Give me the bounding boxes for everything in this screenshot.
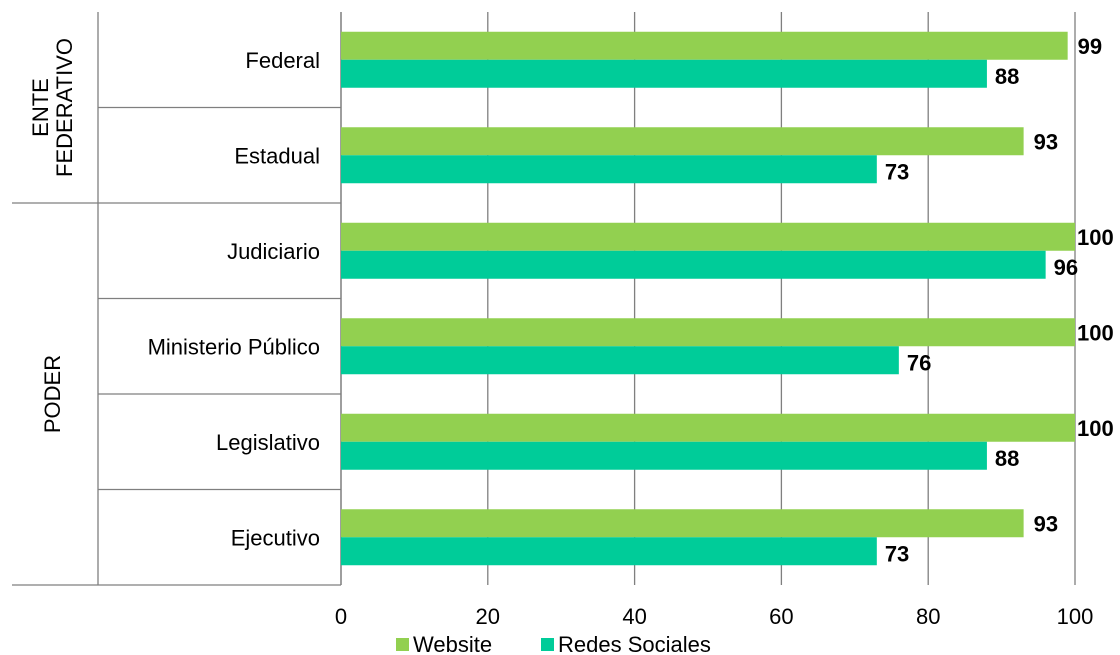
tick-label-20: 20 — [476, 604, 500, 629]
bar-redes-sociales-3 — [341, 346, 899, 375]
category-label-0: Federal — [245, 48, 320, 73]
bar-website-5 — [341, 509, 1024, 538]
data-label-redes-sociales-0: 88 — [995, 64, 1019, 89]
bar-website-1 — [341, 127, 1024, 156]
data-label-website-3: 100 — [1077, 320, 1114, 345]
data-label-website-4: 100 — [1077, 416, 1114, 441]
data-label-website-5: 93 — [1034, 511, 1058, 536]
bar-redes-sociales-1 — [341, 155, 877, 184]
group-label-0-line-0: ENTE — [28, 78, 53, 137]
data-label-website-1: 93 — [1034, 129, 1058, 154]
legend-label-0: Website — [413, 632, 492, 655]
data-label-redes-sociales-2: 96 — [1054, 255, 1078, 280]
bar-redes-sociales-4 — [341, 441, 987, 470]
legend-swatch-1 — [541, 638, 554, 651]
bar-website-0 — [341, 31, 1068, 60]
group-label-1-line-0: PODER — [40, 355, 65, 433]
bar-website-4 — [341, 413, 1075, 442]
grid-lines — [340, 12, 1076, 585]
category-label-4: Legislativo — [216, 430, 320, 455]
tick-label-60: 60 — [769, 604, 793, 629]
data-label-redes-sociales-5: 73 — [885, 541, 909, 566]
bar-redes-sociales-5 — [341, 537, 877, 566]
category-label-5: Ejecutivo — [231, 525, 320, 550]
category-labels: Federal Estadual Judiciario Ministerio Públ… — [148, 48, 320, 551]
category-label-1: Estadual — [234, 143, 320, 168]
category-label-2: Judiciario — [227, 239, 320, 264]
data-label-website-2: 100 — [1077, 225, 1114, 250]
legend: Website Redes Sociales — [396, 632, 711, 655]
tick-label-100: 100 — [1057, 604, 1094, 629]
bar-redes-sociales-0 — [341, 59, 987, 88]
bar-website-3 — [341, 318, 1075, 347]
legend-swatch-0 — [396, 638, 409, 651]
data-label-redes-sociales-1: 73 — [885, 159, 909, 184]
x-axis-tick-labels: 0 20 40 60 80 100 — [335, 604, 1093, 629]
group-label-0-line-1: FEDERATIVO — [52, 38, 77, 177]
data-labels: 99 88 93 73 100 96 100 76 100 88 93 73 — [885, 34, 1114, 567]
bars — [341, 31, 1075, 566]
group-labels: ENTE FEDERATIVO PODER — [28, 38, 77, 433]
data-label-website-0: 99 — [1078, 34, 1102, 59]
category-separators — [12, 12, 342, 586]
bar-website-2 — [341, 222, 1075, 251]
legend-label-1: Redes Sociales — [558, 632, 711, 655]
tick-label-0: 0 — [335, 604, 347, 629]
data-label-redes-sociales-3: 76 — [907, 350, 931, 375]
data-label-redes-sociales-4: 88 — [995, 446, 1019, 471]
tick-label-80: 80 — [916, 604, 940, 629]
tick-label-40: 40 — [622, 604, 646, 629]
category-label-3: Ministerio Público — [148, 334, 320, 359]
bar-redes-sociales-2 — [341, 250, 1046, 279]
